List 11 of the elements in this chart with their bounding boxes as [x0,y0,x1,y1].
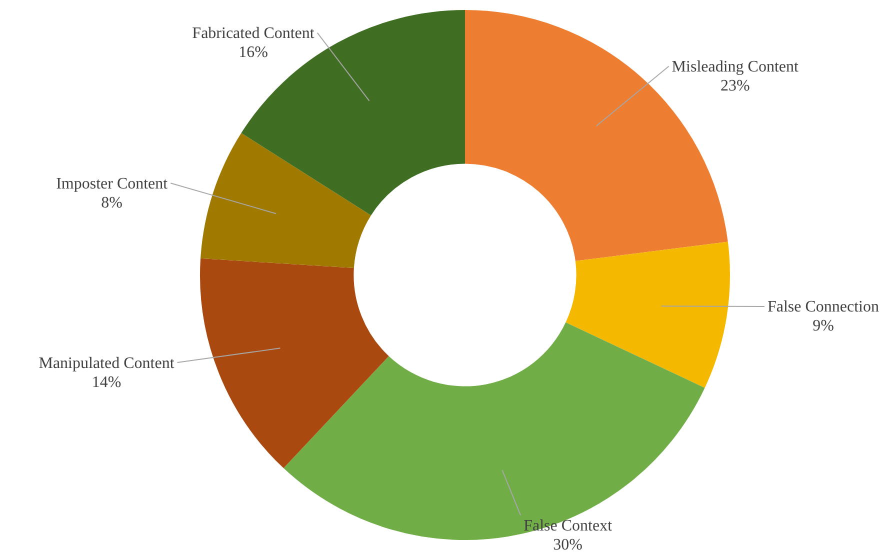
data-label: 8% [101,194,122,212]
slice-label: Misleading Content [672,58,800,76]
data-label: 9% [812,318,834,335]
data-label: 16% [238,44,268,61]
slice-label: Fabricated Content [192,24,315,42]
data-label: 23% [720,77,750,94]
data-label: 30% [553,536,582,554]
slice-label: False Connection [767,298,880,316]
data-label: 14% [92,374,122,391]
slice-label: Imposter Content [56,175,168,192]
slice-label: Manipulated Content [38,354,175,372]
